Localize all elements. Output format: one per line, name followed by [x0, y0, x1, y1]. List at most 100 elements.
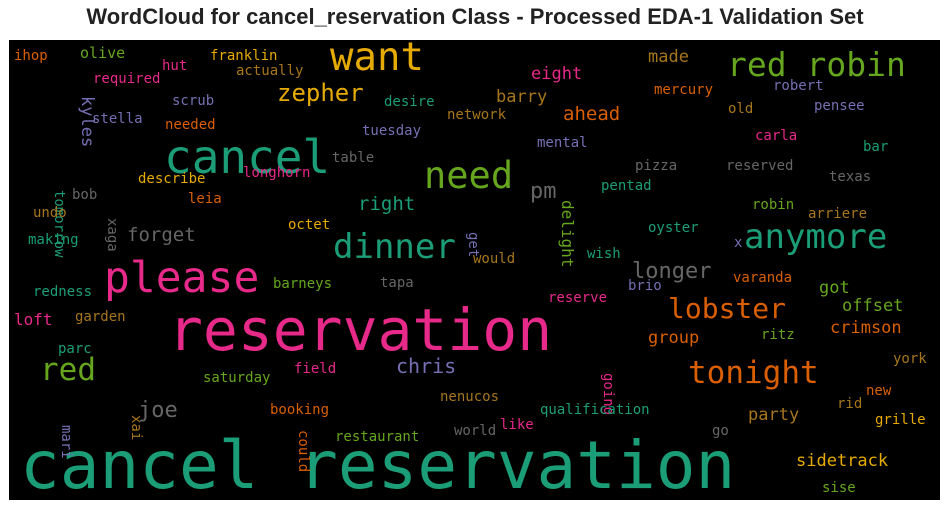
word-got: got [819, 278, 850, 298]
word-octet: octet [288, 217, 330, 233]
word-undo: undo [33, 205, 67, 221]
word-robin: robin [752, 197, 794, 213]
word-parc: parc [58, 341, 92, 357]
word-york: york [893, 351, 927, 367]
word-xai: xai [128, 415, 144, 440]
word-qualification: qualification [540, 402, 650, 418]
word-cancel-reservation: cancel reservation [20, 427, 735, 500]
word-tuesday: tuesday [362, 123, 421, 139]
word-making: making [28, 232, 79, 248]
word-field: field [294, 361, 336, 377]
word-leia: leia [188, 191, 222, 207]
word-saturday: saturday [203, 370, 270, 386]
word-varanda: varanda [733, 270, 792, 286]
word-restaurant: restaurant [335, 429, 419, 445]
word-reserve: reserve [548, 290, 607, 306]
word-oyster: oyster [648, 220, 699, 236]
word-could: could [295, 430, 311, 472]
word-going: going [600, 373, 616, 415]
word-table: table [332, 150, 374, 166]
word-new: new [866, 383, 892, 399]
word-bar: bar [863, 139, 888, 155]
word-reserved: reserved [726, 158, 793, 174]
word-mental: mental [537, 135, 588, 151]
word-actually: actually [236, 63, 303, 79]
word-carla: carla [755, 128, 797, 144]
word-ihop: ihop [14, 48, 48, 64]
word-party: party [748, 405, 799, 425]
word-mercury: mercury [654, 82, 713, 98]
word-red-robin: red robin [727, 45, 906, 84]
word-world: world [454, 423, 496, 439]
word-like: like [500, 417, 534, 433]
word-made: made [648, 47, 689, 67]
word-chris: chris [396, 354, 456, 378]
word-pizza: pizza [635, 158, 677, 174]
word-network: network [447, 107, 507, 123]
word-robert: robert [773, 78, 824, 94]
word-arriere: arriere [808, 206, 867, 222]
word-pensee: pensee [814, 98, 865, 114]
word-go: go [712, 423, 729, 439]
word-sidetrack: sidetrack [796, 451, 888, 471]
word-red: red [40, 352, 96, 388]
word-joe: joe [138, 398, 178, 423]
word-wish: wish [587, 246, 621, 262]
word-brio: brio [628, 278, 662, 294]
word-want: want [330, 40, 424, 80]
word-longhorn: longhorn [243, 165, 310, 181]
word-longer: longer [632, 259, 711, 284]
word-need: need [424, 154, 513, 197]
wordcloud-canvas: cancel reservation reservation cancel pleas… [9, 40, 940, 500]
word-scrub: scrub [172, 93, 214, 109]
word-sise: sise [822, 480, 856, 496]
word-offset: offset [842, 296, 903, 316]
word-please: please [104, 253, 259, 303]
word-get: get [465, 232, 481, 257]
word-mari: mari [58, 425, 74, 459]
word-crimson: crimson [830, 318, 902, 338]
word-would: would [473, 251, 515, 267]
word-tonight: tonight [688, 355, 819, 391]
word-x: x [734, 235, 742, 251]
word-grille: grille [875, 412, 926, 428]
word-barneys: barneys [273, 276, 332, 292]
word-hut: hut [162, 58, 187, 74]
word-kyles: kyles [77, 96, 97, 147]
word-dinner: dinner [333, 227, 456, 267]
word-eight: eight [531, 64, 582, 84]
word-rid: rid [837, 396, 862, 412]
word-loft: loft [14, 310, 53, 329]
word-barry: barry [496, 87, 547, 107]
word-bob: bob [72, 187, 97, 203]
word-olive: olive [80, 44, 125, 62]
chart-title: WordCloud for cancel_reservation Class -… [86, 4, 864, 29]
word-desire: desire [384, 94, 435, 110]
word-anymore: anymore [744, 217, 887, 257]
word-ahead: ahead [563, 103, 620, 125]
word-cancel: cancel [164, 130, 330, 184]
word-required: required [93, 71, 160, 87]
word-redness: redness [33, 284, 92, 300]
word-pm: pm [530, 179, 557, 204]
word-needed: needed [165, 117, 216, 133]
word-lobster: lobster [668, 292, 786, 325]
word-nenucos: nenucos [440, 389, 499, 405]
word-texas: texas [829, 169, 871, 185]
word-delight: delight [558, 200, 577, 267]
wordcloud-svg: cancel reservation reservation cancel pleas… [14, 40, 927, 500]
word-reservation: reservation [168, 296, 552, 364]
word-old: old [728, 101, 753, 117]
word-stella: stella [92, 111, 143, 127]
word-zepher: zepher [277, 79, 364, 107]
word-ritz: ritz [761, 327, 795, 343]
word-tapa: tapa [380, 275, 414, 291]
word-forget: forget [127, 224, 196, 246]
word-describe: describe [138, 171, 205, 187]
word-pentad: pentad [601, 178, 652, 194]
word-booking: booking [270, 402, 329, 418]
word-xaga: xaga [104, 218, 120, 252]
word-right: right [358, 193, 415, 215]
word-group: group [648, 328, 699, 348]
word-tomorrow: tomorrow [51, 190, 67, 258]
